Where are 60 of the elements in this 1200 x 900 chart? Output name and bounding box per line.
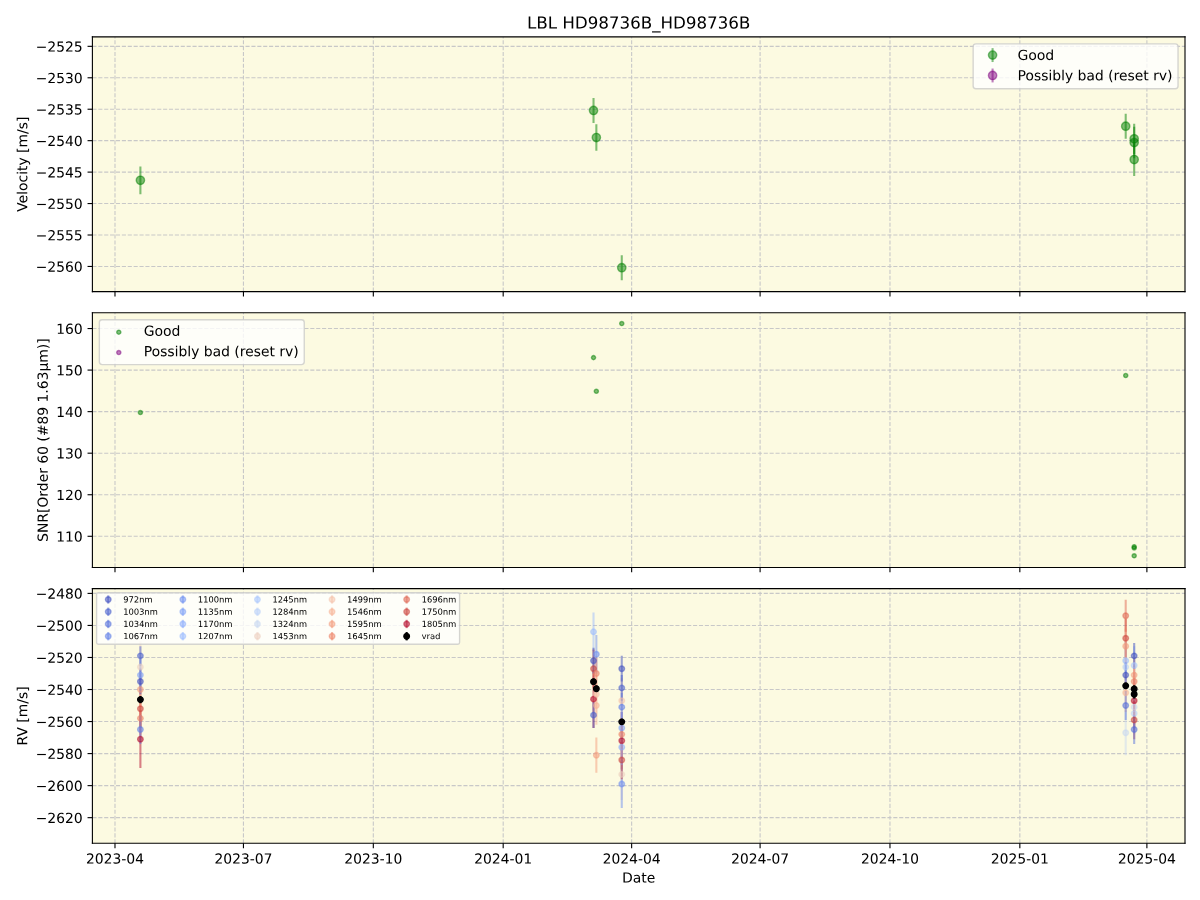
legend-label: 1750nm (422, 608, 456, 615)
y-tick-label: 130 (57, 448, 82, 459)
y-tick-label: 150 (57, 365, 82, 376)
legend-label: 1499nm (347, 596, 381, 603)
legend-label: 1067nm (124, 632, 158, 640)
legend-label: Good (144, 325, 180, 336)
x-tick-label: 2025-01 (991, 853, 1048, 864)
y-tick-label: −2555 (37, 229, 82, 241)
legend-label: 972nm (123, 596, 152, 603)
legend-label: 1034nm (124, 620, 158, 628)
legend-label: 1324nm (273, 620, 307, 628)
y-tick-label: −2620 (37, 812, 82, 824)
y-tick-label: −2550 (37, 198, 82, 210)
x-tick-label: 2025-04 (1118, 853, 1176, 864)
y-tick-label: −2530 (37, 72, 82, 84)
y-tick-label: −2560 (37, 261, 82, 272)
legend-label: Possibly bad (reset rv) (1018, 69, 1172, 84)
legend-label: 1284nm (273, 608, 307, 615)
y-axis-title: Velocity [m/s] (16, 117, 31, 212)
y-tick-label: −2540 (37, 135, 82, 147)
x-axis-title: Date (623, 872, 655, 883)
legend-label: 1245nm (273, 596, 307, 603)
legend-label: 1696nm (422, 596, 456, 603)
y-tick-label: −2500 (37, 620, 82, 631)
x-tick-label: 2024-07 (732, 853, 788, 864)
y-tick-label: 160 (57, 323, 82, 335)
y-tick-label: −2480 (37, 588, 82, 599)
y-tick-label: 140 (57, 406, 82, 418)
legend-label: 1003nm (124, 608, 158, 615)
legend-label: 1645nm (347, 632, 381, 640)
x-tick-label: 2023-04 (86, 853, 144, 864)
legend-label: 1100nm (198, 596, 232, 603)
y-tick-label: −2520 (37, 652, 82, 663)
y-tick-label: −2525 (37, 41, 82, 52)
y-tick-label: −2545 (37, 167, 82, 178)
x-tick-label: 2024-10 (861, 853, 919, 864)
legend-label: 1595nm (347, 620, 381, 628)
x-tick-label: 2023-07 (215, 853, 272, 864)
legend-label: 1170nm (198, 620, 232, 628)
y-axis-title: RV [m/s] (16, 687, 30, 745)
legend-label: 1207nm (198, 632, 232, 640)
y-tick-label: 110 (57, 531, 82, 542)
x-tick-label: 2024-01 (475, 853, 531, 864)
x-tick-label: 2023-10 (345, 853, 402, 864)
legend-label: 1805nm (422, 620, 456, 628)
legend-label: 1135nm (198, 608, 232, 615)
y-tick-label: −2560 (37, 716, 82, 728)
y-tick-label: −2535 (37, 104, 82, 115)
legend-label: 1546nm (347, 608, 381, 615)
y-axis-title: SNR[Order 60 (#89 1.63μm)] (37, 339, 51, 541)
x-tick-label: 2024-04 (603, 853, 660, 864)
y-tick-label: −2580 (37, 748, 82, 760)
y-tick-label: −2540 (37, 684, 82, 695)
legend-label: Good (1018, 49, 1053, 61)
legend-label: 1453nm (273, 632, 307, 640)
legend-label: vrad (421, 632, 440, 640)
y-tick-label: 120 (57, 489, 82, 501)
legend-label: Possibly bad (reset rv) (145, 345, 298, 360)
y-tick-label: −2600 (37, 780, 82, 792)
chart-title: LBL HD98736B_HD98736B (528, 16, 750, 33)
